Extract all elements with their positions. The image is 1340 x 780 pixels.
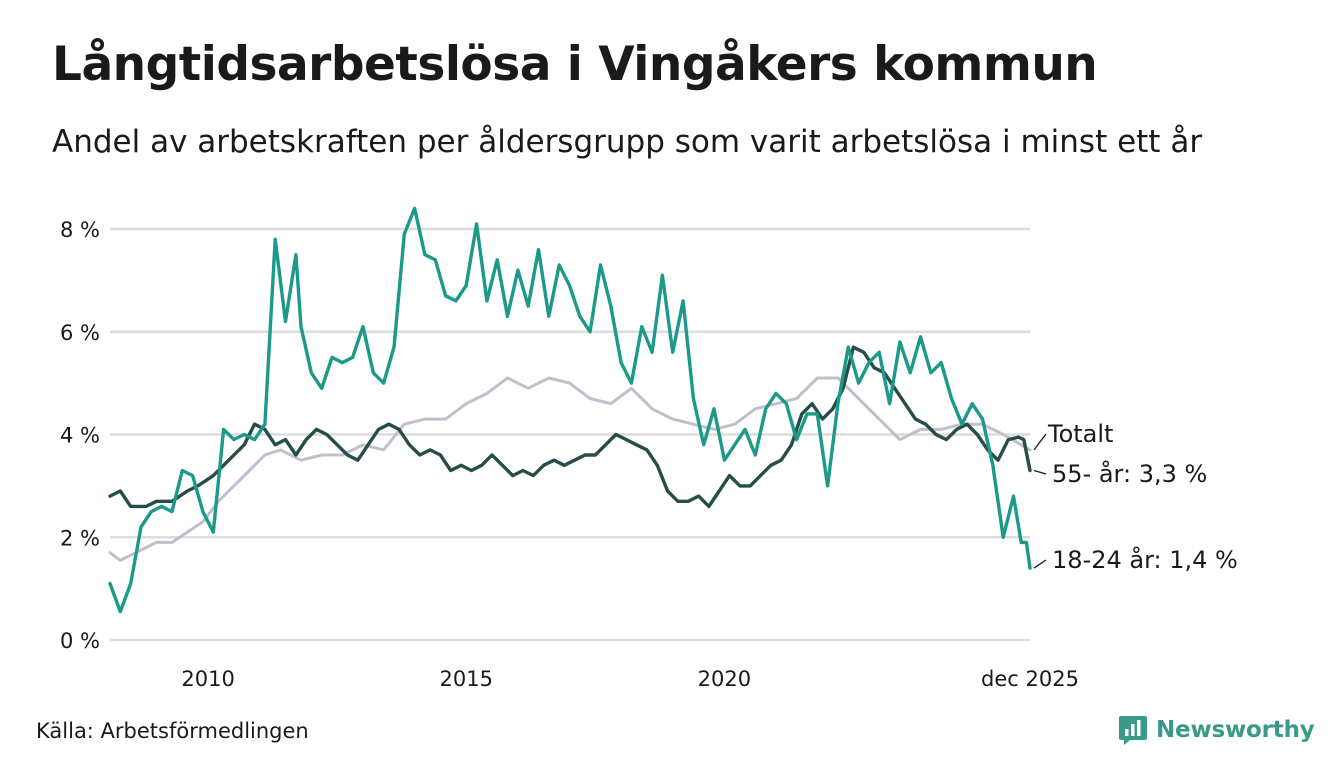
x-tick-label: 2020 xyxy=(698,667,751,691)
x-tick-label: dec 2025 xyxy=(981,667,1079,691)
series-line-total xyxy=(108,376,1032,562)
y-tick-label: 4 % xyxy=(60,424,100,448)
y-tick-label: 0 % xyxy=(60,629,100,653)
leader-line-young xyxy=(1033,559,1047,569)
end-label-young: 18-24 år: 1,4 % xyxy=(1052,545,1238,574)
series-lines xyxy=(108,206,1032,614)
brand-logo: Newsworthy xyxy=(1118,714,1315,746)
chart-subtitle: Andel av arbetskraften per åldersgrupp s… xyxy=(52,124,1203,160)
x-tick-label: 2015 xyxy=(440,667,493,691)
source-note: Källa: Arbetsförmedlingen xyxy=(36,719,309,743)
series-line-old xyxy=(108,345,1032,509)
end-label-old: 55- år: 3,3 % xyxy=(1052,459,1207,488)
x-tick-label: 2010 xyxy=(181,667,234,691)
y-tick-label: 6 % xyxy=(60,321,100,345)
series-line-young xyxy=(108,206,1032,614)
brand-name: Newsworthy xyxy=(1156,717,1315,743)
end-label-total: Totalt xyxy=(1047,420,1113,448)
y-tick-label: 2 % xyxy=(60,526,100,550)
x-axis-ticks: 2010 2015 2020 dec 2025 xyxy=(181,667,1079,691)
gridlines xyxy=(110,227,1030,642)
y-tick-label: 8 % xyxy=(60,218,100,242)
y-axis-ticks: 0 % 2 % 4 % 6 % 8 % xyxy=(60,218,100,653)
leader-line-total xyxy=(1033,433,1047,451)
line-chart: 0 % 2 % 4 % 6 % 8 % 2010 2015 2020 dec 2025 Tot… xyxy=(60,206,1238,691)
newsworthy-logo-icon xyxy=(1119,716,1147,745)
leader-line-old xyxy=(1033,469,1047,475)
chart-title: Långtidsarbetslösa i Vingåkers kommun xyxy=(52,37,1098,92)
end-labels: Totalt 55- år: 3,3 % 18-24 år: 1,4 % xyxy=(1033,420,1238,574)
